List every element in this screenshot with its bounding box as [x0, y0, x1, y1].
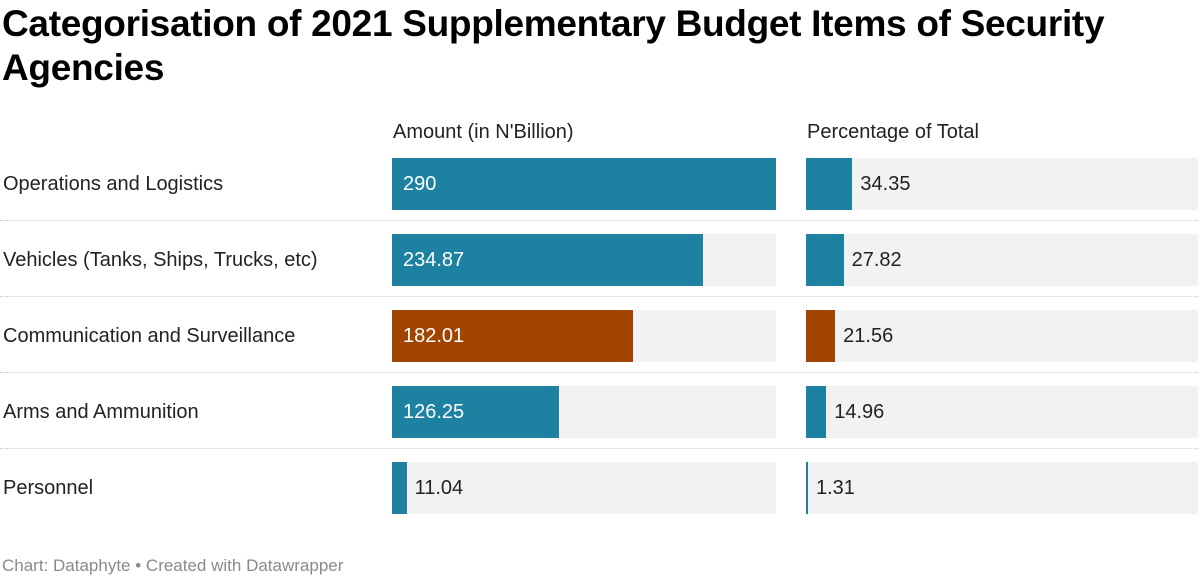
- percentage-bar-track: 14.96: [806, 386, 1198, 438]
- amount-bar-track: 11.04: [392, 462, 776, 514]
- percentage-value-label: 27.82: [851, 249, 902, 271]
- row-label: Personnel: [3, 477, 94, 499]
- amount-bar-track: 234.87: [392, 234, 776, 286]
- row-separator: [0, 372, 1198, 373]
- percentage-value-label: 21.56: [843, 325, 894, 347]
- amount-bar-track: 290: [392, 158, 776, 210]
- percentage-value-label: 1.31: [816, 477, 855, 499]
- amount-value-label: 290: [403, 173, 437, 195]
- percentage-bar: [806, 462, 808, 514]
- percentage-bar: [806, 234, 844, 286]
- column-header-percentage: Percentage of Total: [807, 121, 979, 143]
- row-label: Communication and Surveillance: [3, 325, 296, 347]
- amount-value-label: 182.01: [403, 325, 465, 347]
- table-row: Operations and Logistics 290 34.35: [0, 158, 1198, 234]
- chart-footer: Chart: Dataphyte • Created with Datawrap…: [2, 556, 344, 575]
- percentage-bar-track: 34.35: [806, 158, 1198, 210]
- percentage-value-label: 34.35: [860, 173, 911, 195]
- percentage-bar-track: 27.82: [806, 234, 1198, 286]
- row-separator: [0, 220, 1198, 221]
- amount-value-label: 234.87: [403, 249, 465, 271]
- row-label: Operations and Logistics: [3, 173, 224, 195]
- table-row: Vehicles (Tanks, Ships, Trucks, etc) 234.…: [0, 234, 1198, 310]
- amount-bar: [392, 234, 703, 286]
- row-separator: [0, 296, 1198, 297]
- chart-title: Categorisation of 2021 Supplementary Bud…: [2, 3, 1105, 88]
- table-row: Personnel 11.04 1.31: [0, 462, 1198, 538]
- percentage-bar: [806, 310, 836, 362]
- amount-value-label: 11.04: [414, 477, 464, 499]
- percentage-bar: [806, 158, 853, 210]
- column-header-amount: Amount (in N'Billion): [393, 121, 574, 143]
- row-label: Arms and Ammunition: [3, 401, 199, 423]
- percentage-bar-track: 21.56: [806, 310, 1198, 362]
- amount-bar: [392, 462, 407, 514]
- amount-bar: [392, 386, 560, 438]
- amount-bar-track: 182.01: [392, 310, 776, 362]
- amount-value-label: 126.25: [403, 401, 465, 423]
- row-label: Vehicles (Tanks, Ships, Trucks, etc): [3, 249, 318, 271]
- percentage-bar: [806, 386, 827, 438]
- row-separator: [0, 448, 1198, 449]
- percentage-value-label: 14.96: [834, 401, 885, 423]
- percentage-bar-track: 1.31: [806, 462, 1198, 514]
- amount-bar: [392, 310, 633, 362]
- amount-bar-track: 126.25: [392, 386, 776, 438]
- table-row: Communication and Surveillance 182.01 21.5…: [0, 310, 1198, 386]
- table-row: Arms and Ammunition 126.25 14.96: [0, 386, 1198, 462]
- amount-bar: [392, 158, 776, 210]
